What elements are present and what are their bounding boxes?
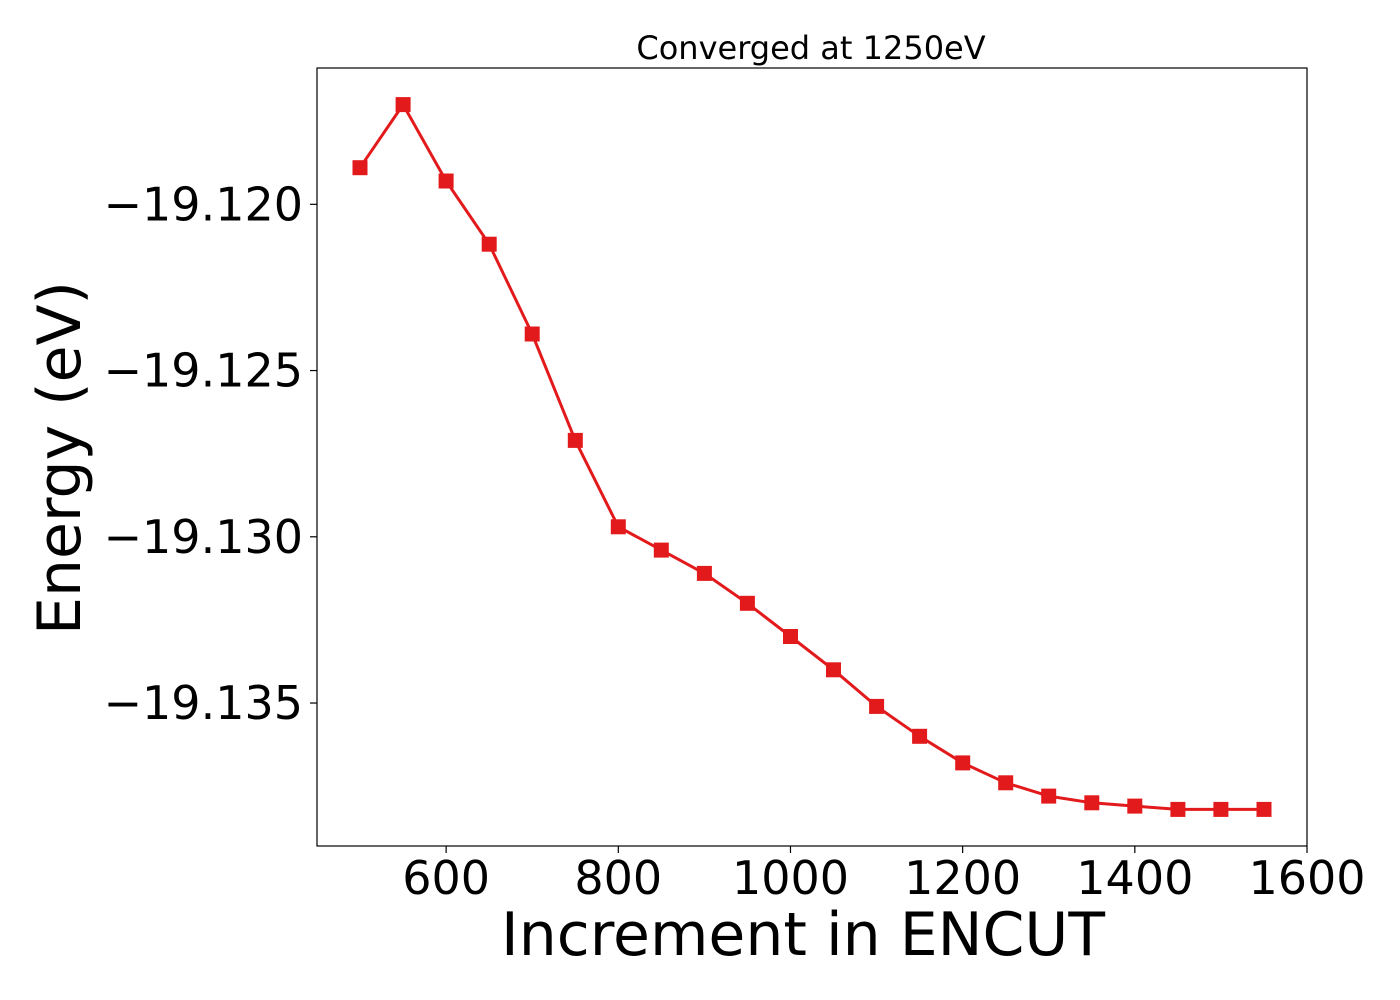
data-point	[1041, 788, 1057, 804]
x-tick-label: 800	[574, 851, 662, 905]
data-point	[783, 629, 798, 644]
data-point	[1213, 801, 1229, 817]
y-tick-label: −19.135	[104, 676, 304, 730]
data-point	[352, 160, 368, 176]
data-point	[955, 755, 971, 771]
x-tick-label: 1000	[732, 851, 849, 905]
y-tick-label: −19.125	[104, 344, 304, 398]
y-tick-label: −19.120	[104, 177, 304, 231]
y-tick-label: −19.130	[104, 510, 304, 564]
data-point	[1256, 801, 1272, 817]
data-point	[395, 97, 411, 113]
x-tick-label: 1600	[1248, 851, 1365, 905]
x-tick-label: 1400	[1076, 851, 1193, 905]
data-point	[826, 662, 841, 678]
data-point	[653, 542, 669, 558]
data-point	[1170, 801, 1186, 817]
series-line	[358, 103, 1264, 811]
data-point	[524, 326, 540, 342]
plot-area	[352, 97, 1272, 817]
y-axis-label: Energy (eV)	[25, 281, 95, 635]
plot-frame	[316, 67, 1308, 847]
data-point	[912, 728, 928, 744]
data-point	[481, 236, 497, 252]
data-point	[739, 595, 755, 611]
x-axis-label: Increment in ENCUT	[501, 900, 1105, 970]
x-tick-label: 600	[402, 851, 490, 905]
data-point	[696, 565, 712, 581]
data-point	[438, 173, 454, 189]
chart-title: Converged at 1250eV	[636, 29, 985, 67]
data-point	[1127, 798, 1143, 814]
data-point	[567, 432, 583, 448]
data-point	[1084, 795, 1100, 811]
y-axis: −19.120 −19.125 −19.130 −19.135	[104, 177, 317, 730]
data-point	[869, 698, 885, 714]
data-point	[998, 775, 1014, 791]
x-tick-label: 1200	[904, 851, 1021, 905]
x-axis: 600 800 1000 1200 1400 1600	[402, 846, 1366, 905]
data-point	[610, 519, 626, 535]
